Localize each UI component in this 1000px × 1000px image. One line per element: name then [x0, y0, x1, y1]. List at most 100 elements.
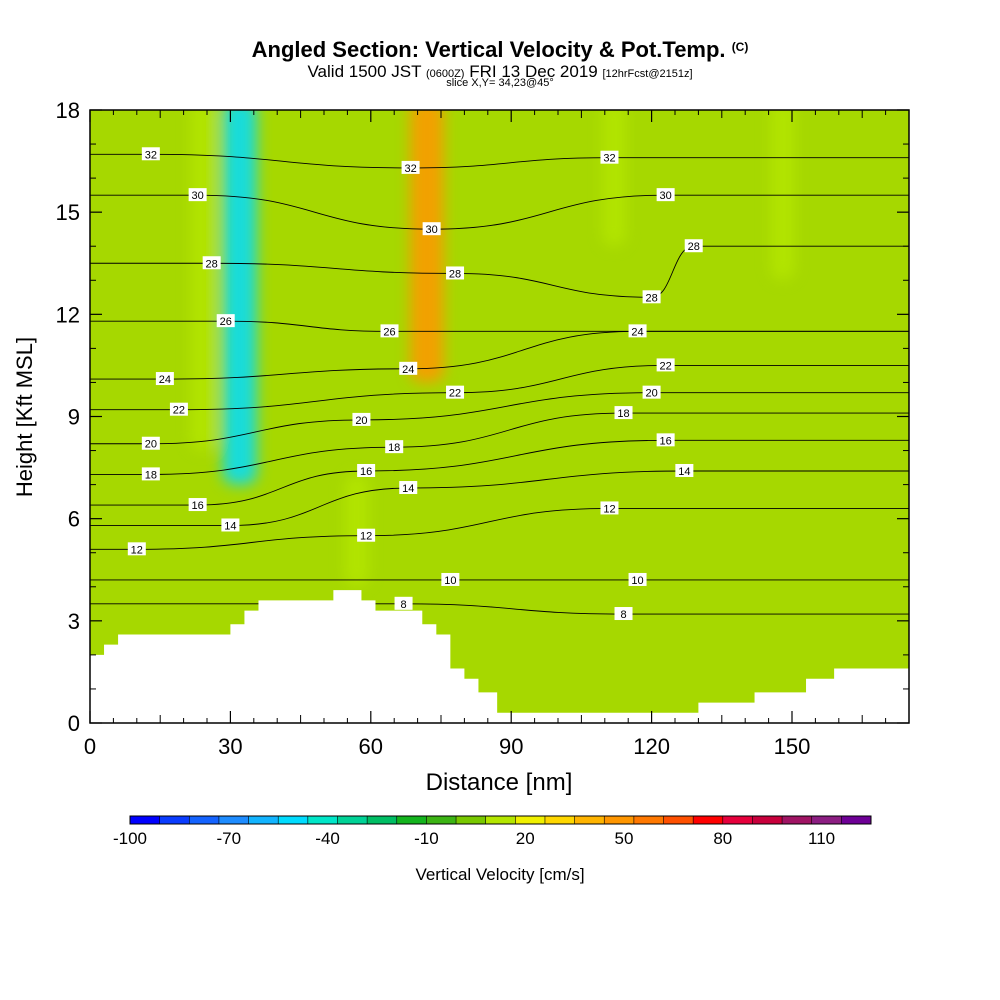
colorbar-swatch: [248, 816, 279, 824]
colorbar-swatch: [456, 816, 487, 824]
plot-area: 32 32 32 30 30 30 28 28 28 28 26 26 24 24 24 22 22 22 20 20…: [90, 110, 909, 723]
colorbar-swatch: [633, 816, 665, 824]
svg-text:14: 14: [402, 483, 414, 495]
svg-text:28: 28: [645, 292, 657, 304]
contour-label: 18: [141, 467, 160, 481]
slice-label: slice X,Y= 34,23@45°: [446, 77, 554, 89]
colorbar-tick-label: 20: [516, 829, 535, 848]
y-tick-label: 9: [68, 405, 80, 430]
terrain-mask: [90, 590, 909, 723]
svg-text:22: 22: [660, 360, 672, 372]
velocity-feature: [190, 110, 215, 451]
svg-text:20: 20: [355, 415, 367, 427]
svg-text:26: 26: [383, 326, 395, 338]
contour-label: 20: [352, 412, 371, 427]
svg-text:20: 20: [645, 388, 657, 400]
svg-text:18: 18: [617, 408, 629, 420]
y-tick-label: 18: [56, 98, 80, 123]
colorbar-tick-label: -100: [113, 829, 147, 848]
svg-text:32: 32: [603, 153, 615, 165]
svg-text:32: 32: [145, 149, 157, 161]
svg-text:30: 30: [426, 224, 438, 236]
colorbar: -100 -70 -40 -10 20 50 80 110: [113, 815, 872, 848]
contour-label: 26: [216, 314, 235, 328]
theta-contour: [90, 470, 909, 526]
contour-label: 24: [628, 324, 647, 338]
contour-label: 18: [385, 440, 404, 454]
x-tick-label: 150: [774, 734, 811, 759]
colorbar-swatch: [663, 816, 694, 824]
x-tick-label: 30: [218, 734, 242, 759]
contour-label: 28: [642, 290, 661, 304]
contour-label: 12: [600, 501, 619, 515]
colorbar-tick-label: 110: [808, 829, 835, 848]
y-tick-label: 6: [68, 507, 80, 532]
svg-text:16: 16: [360, 466, 372, 478]
svg-text:24: 24: [631, 326, 643, 338]
svg-text:12: 12: [131, 544, 143, 556]
chart-title-text: Angled Section: Vertical Velocity & Pot.…: [251, 37, 726, 62]
svg-text:10: 10: [444, 575, 456, 587]
velocity-feature: [409, 110, 444, 383]
chart-title: Angled Section: Vertical Velocity & Pot.…: [0, 37, 1000, 63]
colorbar-swatch: [752, 816, 783, 824]
contour-label: 16: [656, 433, 675, 447]
velocity-feature: [344, 474, 369, 587]
valid-time-line: Valid 1500 JST (0600Z) FRI 13 Dec 2019 […: [0, 62, 1000, 82]
svg-text:22: 22: [173, 405, 185, 417]
contour-label: 26: [380, 324, 399, 338]
svg-text:24: 24: [159, 374, 171, 386]
svg-text:10: 10: [631, 575, 643, 587]
svg-text:14: 14: [678, 466, 690, 478]
contour-label: 12: [357, 528, 376, 543]
velocity-feature: [602, 110, 627, 247]
contour-label: 28: [684, 239, 703, 253]
colorbar-tick-label: 50: [615, 829, 634, 848]
svg-text:24: 24: [402, 364, 414, 376]
contour-label: 20: [642, 385, 661, 400]
contour-labels: 32 32 32 30 30 30 28 28 28 28 26 26 24 24 24 22 22 22 20 20…: [127, 147, 703, 621]
valid-utc: (0600Z): [425, 68, 465, 80]
svg-text:30: 30: [660, 190, 672, 202]
colorbar-swatch: [159, 816, 190, 824]
x-tick-label: 90: [499, 734, 523, 759]
contour-label: 28: [202, 256, 221, 270]
colorbar-swatch: [218, 816, 250, 824]
colorbar-swatch: [782, 816, 813, 824]
y-tick-label: 15: [56, 200, 80, 225]
colorbar-swatch: [841, 816, 872, 824]
contour-label: 30: [656, 188, 675, 202]
theta-contour: [90, 603, 909, 615]
contour-label: 24: [399, 361, 418, 376]
contour-label: 32: [600, 150, 619, 165]
forecast-label: [12hrFcst@2151z]: [602, 68, 693, 80]
contour-label: 14: [399, 481, 418, 495]
theta-contour: [90, 320, 909, 332]
contour-label: 30: [422, 222, 441, 236]
svg-text:28: 28: [449, 268, 461, 280]
contour-label: 24: [155, 372, 174, 386]
contour-label: 16: [357, 463, 376, 478]
svg-text:32: 32: [404, 163, 416, 175]
x-axis-label: Distance [nm]: [426, 769, 573, 796]
colorbar-swatch: [367, 816, 398, 824]
contour-label: 28: [446, 266, 465, 280]
valid-prefix: Valid 1500 JST: [307, 62, 422, 81]
svg-text:12: 12: [603, 503, 615, 515]
contour-label: 18: [614, 406, 633, 420]
y-tick-label: 12: [56, 302, 80, 327]
colorbar-swatch: [396, 816, 427, 824]
colorbar-swatch: [130, 816, 161, 824]
colorbar-swatch: [337, 816, 368, 824]
colorbar-swatch: [278, 816, 309, 824]
chart-title-unit: (C): [731, 40, 749, 54]
contour-label: 8: [614, 607, 633, 621]
velocity-feature: [222, 110, 257, 485]
contour-label: 14: [221, 518, 240, 532]
colorbar-tick-label: -70: [217, 829, 242, 848]
colorbar-swatch: [485, 816, 516, 824]
contour-label: 8: [394, 596, 413, 611]
valid-date: FRI 13 Dec 2019: [469, 62, 598, 81]
colorbar-swatch: [604, 816, 635, 824]
colorbar-swatch: [693, 816, 724, 824]
